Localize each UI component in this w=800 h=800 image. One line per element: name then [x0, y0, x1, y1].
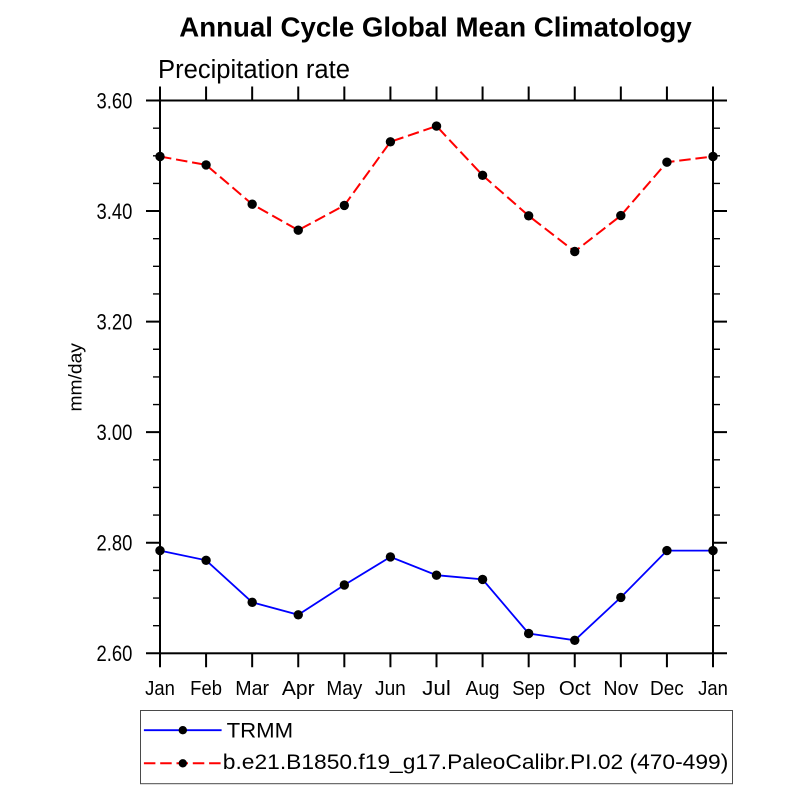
svg-text:Jan: Jan — [698, 677, 728, 700]
svg-text:3.40: 3.40 — [97, 199, 133, 224]
svg-text:Oct: Oct — [559, 677, 591, 700]
svg-text:3.60: 3.60 — [97, 88, 133, 113]
svg-text:mm/day: mm/day — [65, 342, 86, 411]
svg-text:Sep: Sep — [512, 677, 545, 700]
svg-text:Annual Cycle Global Mean Clima: Annual Cycle Global Mean Climatology — [179, 12, 692, 43]
svg-text:Jun: Jun — [375, 677, 406, 700]
svg-text:Dec: Dec — [650, 677, 684, 700]
svg-text:TRMM: TRMM — [227, 719, 294, 743]
svg-text:Mar: Mar — [235, 677, 269, 700]
svg-text:2.80: 2.80 — [97, 531, 133, 556]
svg-text:Apr: Apr — [282, 677, 315, 700]
svg-text:Jul: Jul — [422, 677, 451, 700]
svg-text:b.e21.B1850.f19_g17.PaleoCalib: b.e21.B1850.f19_g17.PaleoCalibr.PI.02 (4… — [223, 750, 729, 774]
svg-text:Precipitation rate: Precipitation rate — [158, 56, 350, 84]
svg-text:May: May — [326, 677, 363, 700]
svg-text:Nov: Nov — [603, 677, 639, 700]
svg-text:Feb: Feb — [190, 677, 222, 700]
svg-text:3.00: 3.00 — [97, 420, 133, 445]
svg-text:2.60: 2.60 — [97, 641, 133, 666]
svg-text:Jan: Jan — [145, 677, 175, 700]
svg-text:Aug: Aug — [466, 677, 500, 700]
svg-text:3.20: 3.20 — [97, 310, 133, 335]
